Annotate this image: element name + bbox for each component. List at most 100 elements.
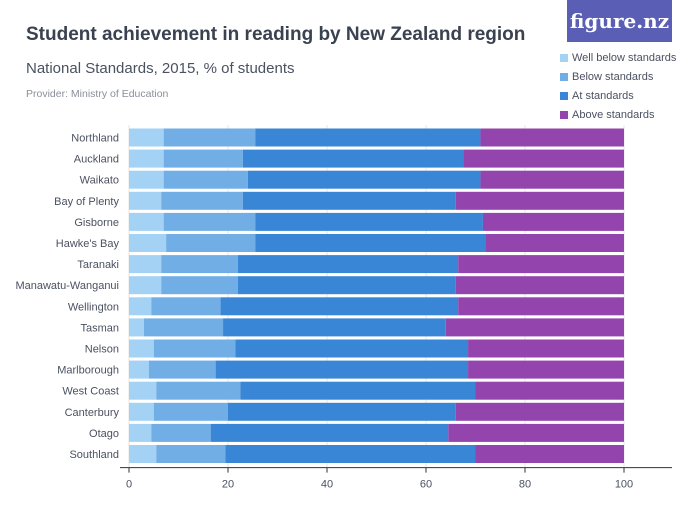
- category-label: Southland: [69, 449, 119, 461]
- bar-segment: [129, 149, 164, 168]
- bar-segment: [455, 276, 624, 295]
- category-label: Bay of Plenty: [54, 196, 119, 208]
- bar-segment: [161, 191, 243, 210]
- bar-segment: [161, 255, 238, 274]
- legend-item-above: Above standards: [560, 105, 676, 124]
- legend-item-at: At standards: [560, 86, 676, 105]
- bar-segment: [129, 381, 157, 400]
- bar-segment: [163, 128, 256, 147]
- x-tick-label: 20: [222, 479, 234, 491]
- bar-segment: [161, 276, 238, 295]
- legend-label: At standards: [572, 89, 634, 102]
- x-tick-label: 60: [420, 479, 432, 491]
- category-label: Auckland: [74, 154, 119, 166]
- bar-segment: [475, 381, 624, 400]
- bar-segment: [166, 234, 256, 252]
- x-tick-label: 40: [321, 479, 333, 491]
- bar-segment: [247, 170, 481, 189]
- bar-segment: [242, 149, 464, 168]
- bar-segment: [156, 381, 241, 400]
- bar-segment: [255, 212, 483, 231]
- bar-segment: [129, 297, 152, 316]
- bar-segment: [235, 339, 469, 358]
- bar-segment: [129, 276, 162, 295]
- bar-segment: [210, 423, 449, 442]
- bar-segment: [485, 234, 624, 252]
- legend-item-below: Below standards: [560, 67, 676, 86]
- legend-swatch: [560, 72, 568, 81]
- legend-swatch: [560, 91, 568, 100]
- category-label: West Coast: [62, 386, 119, 398]
- category-label: Northland: [71, 133, 119, 145]
- bar-segment: [153, 402, 228, 421]
- bar-segment: [129, 402, 154, 421]
- chart-title: Student achievement in reading by New Ze…: [26, 24, 526, 45]
- bar-segment: [148, 360, 216, 379]
- bar-segment: [129, 339, 154, 358]
- bar-segment: [163, 212, 256, 231]
- bar-segment: [468, 360, 624, 379]
- legend-item-well-below: Well below standards: [560, 48, 676, 67]
- bar-segment: [448, 423, 624, 442]
- x-tick-label: 80: [519, 479, 531, 491]
- bar-segment: [151, 423, 211, 442]
- bar-segment: [255, 128, 481, 147]
- bar-segment: [480, 170, 624, 189]
- bars: [129, 128, 624, 463]
- bar-segment: [143, 318, 224, 337]
- category-label: Wellington: [68, 301, 119, 313]
- category-label: Nelson: [85, 344, 119, 356]
- category-label: Hawke's Bay: [56, 238, 120, 250]
- x-axis: 0 20 40 60 80 100: [120, 467, 672, 491]
- bar-segment: [156, 445, 226, 463]
- bar-segment: [129, 212, 164, 231]
- bar-segment: [153, 339, 236, 358]
- bar-segment: [445, 318, 624, 337]
- chart-subtitle: National Standards, 2015, % of students: [26, 60, 295, 77]
- bar-segment: [220, 297, 459, 316]
- bar-segment: [129, 191, 162, 210]
- bar-segment: [129, 318, 144, 337]
- bar-segment: [129, 255, 162, 274]
- legend-swatch: [560, 110, 568, 119]
- category-label: Otago: [89, 428, 119, 440]
- bar-segment: [163, 149, 243, 168]
- bar-segment: [255, 234, 486, 252]
- bar-segment: [475, 445, 624, 463]
- bar-segment: [458, 255, 624, 274]
- bar-segment: [237, 276, 456, 295]
- bar-segment: [151, 297, 221, 316]
- category-label: Taranaki: [77, 259, 119, 271]
- category-label: Gisborne: [74, 217, 119, 229]
- bar-segment: [482, 212, 624, 231]
- bar-segment: [129, 128, 164, 147]
- category-labels: Northland Auckland Waikato Bay of Plenty Gis…: [15, 133, 119, 462]
- legend-label: Below standards: [572, 70, 654, 83]
- bar-segment: [463, 149, 624, 168]
- category-label: Canterbury: [65, 407, 120, 419]
- bar-segment: [242, 191, 456, 210]
- category-label: Tasman: [80, 322, 119, 334]
- bar-segment: [223, 318, 446, 337]
- legend-label: Well below standards: [572, 51, 677, 64]
- bar-segment: [480, 128, 624, 147]
- legend-swatch: [560, 53, 568, 62]
- bar-segment: [129, 360, 149, 379]
- data-provider: Provider: Ministry of Education: [26, 88, 169, 100]
- category-label: Manawatu-Wanganui: [15, 280, 119, 292]
- bar-segment: [163, 170, 248, 189]
- bar-segment: [228, 402, 456, 421]
- bar-segment: [129, 445, 157, 463]
- x-tick-label: 100: [615, 479, 633, 491]
- figure-nz-logo[interactable]: figure.nz: [567, 0, 672, 42]
- bar-segment: [455, 191, 624, 210]
- bar-segment: [129, 423, 152, 442]
- bar-segment: [240, 381, 476, 400]
- category-label: Marlborough: [57, 365, 119, 377]
- bar-segment: [455, 402, 624, 421]
- bar-segment: [468, 339, 624, 358]
- legend: Well below standards Below standards At …: [560, 48, 676, 124]
- bar-segment: [129, 234, 167, 252]
- x-tick-label: 0: [126, 479, 132, 491]
